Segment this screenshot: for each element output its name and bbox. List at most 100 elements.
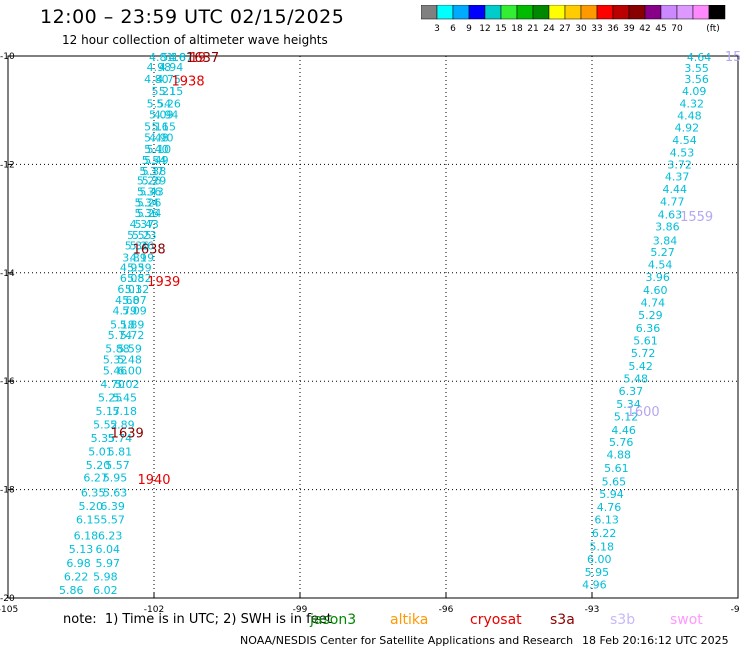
wave-height-label: 5.02	[115, 378, 140, 391]
footer-timestamp: 18 Feb 20:16:12 UTC 2025	[582, 634, 729, 647]
wave-height-label: 6.35	[81, 486, 106, 499]
wave-height-label: 5.29	[142, 175, 167, 188]
wave-height-label: 4.48	[677, 110, 702, 123]
wave-height-label: 4.53	[670, 146, 695, 159]
wave-height-label: 6.04	[96, 543, 121, 556]
wave-height-label: 5.36	[137, 186, 162, 199]
wave-height-label: 4.54	[648, 259, 673, 272]
wave-height-label: 6.36	[636, 322, 661, 335]
wave-height-label: 5.88	[105, 343, 130, 356]
wave-height-label: 6.22	[64, 570, 89, 583]
wave-height-label: 5.59	[127, 261, 152, 274]
wave-height-label: 5.18	[589, 541, 614, 554]
wave-height-label: 5.29	[638, 309, 663, 322]
wave-height-label: 5.45	[113, 391, 138, 404]
wave-height-label: 5.32	[103, 354, 128, 367]
wave-height-label: 4.76	[597, 501, 622, 514]
wave-height-label: 5.52	[93, 419, 118, 432]
wave-height-label: 5.09	[122, 305, 147, 318]
colorbar-unit: (ft)	[706, 24, 720, 34]
wave-height-label: 4.70	[100, 378, 125, 391]
wave-height-label: 5.09	[149, 109, 174, 122]
wave-height-label: 6.27	[83, 472, 108, 485]
wave-height-label: 5.15	[159, 85, 184, 98]
y-tick-label: -18	[0, 486, 15, 496]
pass-time-label: 1939	[147, 275, 180, 290]
colorbar-tick-label: 18	[511, 24, 523, 34]
wave-height-label: 5.54	[147, 98, 172, 111]
y-tick-label: -12	[0, 160, 15, 170]
wave-height-label: 5.17	[96, 405, 121, 418]
wave-height-label: 5.21	[151, 85, 176, 98]
wave-height-label: 5.13	[69, 543, 94, 556]
wave-height-label: 3.72	[667, 158, 692, 171]
wave-height-label: 5.74	[108, 432, 133, 445]
wave-height-label: 6.39	[100, 500, 125, 513]
wave-height-label: 4.09	[682, 85, 707, 98]
wave-height-label: 4.54	[672, 134, 697, 147]
x-tick-label: -96	[439, 605, 454, 615]
mission-label-jason3: jason3	[310, 612, 357, 628]
colorbar-tick-label: 12	[479, 24, 490, 34]
wave-height-label: 4.37	[665, 170, 690, 183]
wave-height-label: 4.32	[680, 98, 705, 111]
wave-height-label: 5.65	[602, 475, 627, 488]
wave-height-label: 5.23	[132, 229, 157, 242]
wave-height-label: 5.26	[137, 196, 162, 209]
colorbar-tick-label: 36	[607, 24, 619, 34]
wave-height-label: 5.95	[585, 566, 610, 579]
footer-note: note: 1) Time is in UTC; 2) SWH is in fe…	[63, 612, 332, 627]
pass-time-label: 1940	[137, 473, 170, 488]
wave-height-label: 6.23	[98, 530, 123, 543]
wave-height-label: 5.76	[609, 436, 634, 449]
colorbar-tick-label: 3	[434, 24, 440, 34]
wave-height-label: 3.89	[122, 252, 147, 265]
x-tick-label: -93	[585, 605, 600, 615]
wave-height-label: 4.46	[611, 424, 636, 437]
plot-frame	[7, 55, 739, 599]
wave-height-label: 4.93	[120, 261, 145, 274]
wave-height-label: 4.19	[130, 252, 155, 265]
wave-height-label: 4.37	[130, 218, 155, 231]
wave-height-label: 5.81	[108, 446, 133, 459]
wave-height-label: 6.00	[587, 553, 612, 566]
wave-height-label: 3.55	[684, 62, 709, 75]
wave-height-label: 5.95	[103, 472, 128, 485]
x-tick-label: -90	[731, 605, 740, 615]
wave-height-label: 5.97	[96, 557, 121, 570]
wave-height-label: 6.37	[619, 385, 644, 398]
wave-height-label: 4.77	[660, 195, 685, 208]
wave-height-label: 6.02	[93, 584, 118, 597]
wave-height-label: 5.72	[120, 329, 145, 342]
wave-height-label: 5.15	[151, 120, 176, 133]
y-tick-label: -10	[0, 52, 15, 62]
pass-time-label: 15	[725, 50, 740, 65]
wave-height-label: 4.44	[662, 183, 687, 196]
wave-height-label: 5.86	[59, 584, 84, 597]
chart-subtitle: 12 hour collection of altimeter wave hei…	[62, 33, 328, 47]
wave-height-label: 5.20	[86, 459, 111, 472]
colorbar-tick-label: 6	[450, 24, 456, 34]
wave-height-label: 5.63	[103, 486, 128, 499]
pass-time-label: 1637	[186, 51, 219, 66]
wave-height-label: 3.96	[645, 271, 670, 284]
colorbar-tick-label: 70	[671, 24, 683, 34]
pass-time-label: 19	[190, 51, 207, 66]
wave-height-label: 5.26	[156, 98, 181, 111]
wave-height-label: 5.12	[614, 410, 639, 423]
wave-height-label: 5.49	[144, 154, 169, 167]
pass-time-label: 1600	[627, 405, 660, 420]
wave-height-label: 6.00	[117, 364, 142, 377]
wave-height-label: 5.43	[134, 218, 159, 231]
mission-label-altika: altika	[390, 612, 429, 628]
wave-height-label: 6.18	[74, 530, 99, 543]
wave-height-label: 6.01	[117, 283, 142, 296]
x-tick-label: -102	[144, 605, 164, 615]
wave-height-label: 4.74	[641, 297, 666, 310]
colorbar-swatch	[708, 5, 726, 20]
wave-height-label: 4.75	[156, 73, 181, 86]
wave-height-label: 5.48	[624, 372, 649, 385]
colorbar-tick-label: 21	[527, 24, 538, 34]
colorbar-tick-label: 42	[639, 24, 650, 34]
